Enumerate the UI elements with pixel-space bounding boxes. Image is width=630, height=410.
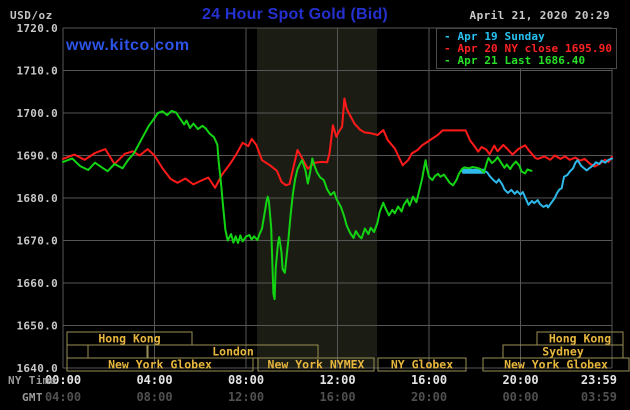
legend-item: - Apr 21 Last 1686.40 [444, 54, 586, 67]
session-label: London [212, 345, 254, 359]
y-axis-tick-label: 1720.0 [16, 22, 58, 35]
x-axis-ny-time-tick-label: 16:00 [411, 373, 447, 387]
session-label: Sydney [542, 345, 584, 359]
session-label: NY Globex [391, 358, 453, 372]
legend-item: - Apr 20 NY close 1695.90 [444, 42, 613, 55]
session-box [257, 357, 375, 372]
session-box [482, 357, 630, 372]
chart-legend: - Apr 19 Sunday - Apr 20 NY close 1695.90… [436, 28, 617, 69]
chart-timestamp: April 21, 2020 20:29 [469, 9, 610, 22]
y-axis-tick-label: 1680.0 [16, 192, 58, 205]
session-label: New York Globex [108, 358, 212, 372]
x-axis-gmt-tick-label: 04:00 [45, 390, 81, 404]
x-axis-ny-time-tick-label: 00:00 [45, 373, 81, 387]
x-axis-gmt-tick-label: 08:00 [136, 390, 172, 404]
session-box [377, 357, 467, 372]
x-axis-gmt-tick-label: 00:00 [502, 390, 538, 404]
x-axis-ny-time-tick-label: 20:00 [502, 373, 538, 387]
session-label: Hong Kong [98, 332, 160, 346]
session-box [87, 344, 148, 359]
y-axis-tick-label: 1690.0 [16, 150, 58, 163]
x-axis-ny-time-tick-label: 08:00 [228, 373, 264, 387]
kitco-watermark-link[interactable]: www.kitco.com [66, 37, 190, 54]
session-label: Hong Kong [549, 332, 611, 346]
x-axis-gmt-tick-label: 03:59 [581, 390, 617, 404]
y-axis-tick-label: 1660.0 [16, 277, 58, 290]
session-label: New York NYMEX [268, 358, 365, 372]
page-title: 24 Hour Spot Gold (Bid) [202, 6, 388, 23]
x-axis-ny-time-tick-label: 23:59 [581, 373, 617, 387]
x-axis-ny-time-tick-label: 12:00 [319, 373, 355, 387]
y-axis-units-label: USD/oz [10, 9, 53, 22]
y-axis-tick-label: 1710.0 [16, 65, 58, 78]
y-axis-tick-label: 1640.0 [16, 362, 58, 375]
session-box [66, 357, 254, 372]
apr19-price-line [461, 157, 613, 209]
gmt-axis-label: GMT [22, 391, 43, 404]
y-axis-tick-label: 1670.0 [16, 235, 58, 248]
apr21-price-line [62, 109, 533, 301]
x-axis-ny-time-tick-label: 04:00 [136, 373, 172, 387]
session-label: New York Globex [504, 358, 608, 372]
y-axis-tick-label: 1700.0 [16, 107, 58, 120]
y-axis-tick-label: 1650.0 [16, 320, 58, 333]
legend-item: - Apr 19 Sunday [444, 30, 545, 43]
session-box [66, 344, 89, 359]
x-axis-gmt-tick-label: 12:00 [228, 390, 264, 404]
ny-time-axis-label: NY Time [8, 374, 57, 387]
apr20-price-line [62, 97, 613, 189]
x-axis-gmt-tick-label: 20:00 [411, 390, 447, 404]
x-axis-gmt-tick-label: 16:00 [319, 390, 355, 404]
